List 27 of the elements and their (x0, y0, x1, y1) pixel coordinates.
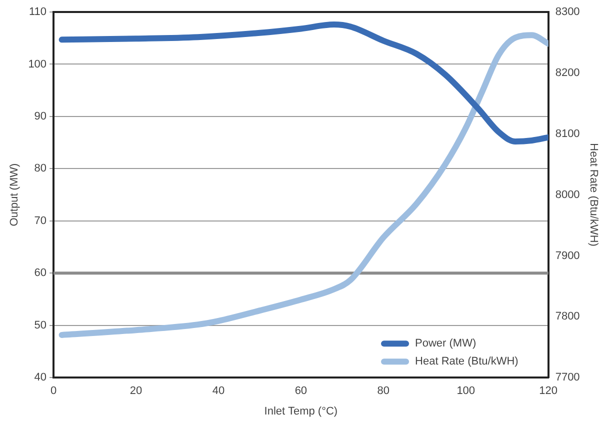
x-tick-label: 100 (456, 385, 476, 398)
y-tick-label: 90 (34, 110, 47, 122)
y-tick-label: 40 (34, 372, 47, 384)
x-tick-label: 80 (377, 385, 390, 398)
y2-tick-label: 7900 (555, 250, 580, 262)
y2-axis-title: Heat Rate (Btu/kWH) (587, 143, 600, 246)
y-tick-label: 60 (34, 267, 47, 280)
y2-tick-label: 8200 (555, 66, 580, 79)
x-tick-label: 120 (539, 385, 558, 398)
y-tick-label: 50 (34, 319, 47, 332)
y2-tick-label: 8300 (555, 6, 580, 18)
y-tick-label: 70 (34, 214, 47, 227)
y2-tick-label: 8000 (555, 188, 580, 201)
y-tick-label: 100 (28, 58, 47, 70)
x-tick-label: 20 (130, 385, 142, 398)
y2-tick-label: 7700 (555, 372, 580, 384)
y-tick-label: 80 (34, 162, 47, 175)
x-tick-label: 40 (212, 385, 225, 398)
x-tick-label: 0 (50, 385, 57, 398)
legend-label: Power (MW) (415, 338, 476, 350)
y2-tick-label: 8100 (555, 128, 580, 140)
y-axis-title: Output (MW) (8, 163, 21, 226)
y-tick-label: 110 (29, 6, 47, 18)
x-axis-title: Inlet Temp (°C) (264, 405, 338, 418)
y2-tick-label: 7800 (555, 310, 580, 323)
legend-label: Heat Rate (Btu/kWH) (415, 356, 518, 368)
x-tick-label: 60 (294, 385, 308, 398)
